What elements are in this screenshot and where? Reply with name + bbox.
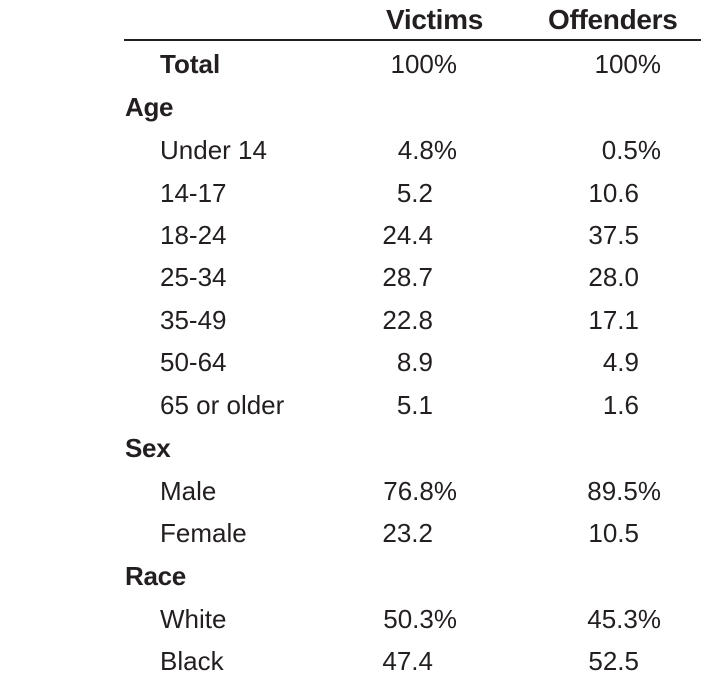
table-row: Female 23.2 10.5 [0,512,701,554]
table-row: 18-24 24.4 37.5 [0,214,701,256]
row-label: 18-24 [160,220,227,250]
victims-value: 4.8% [397,135,457,165]
table-row: 50-64 8.9 4.9 [0,341,701,383]
row-label: 65 or older [160,390,285,420]
offenders-value: 17.1 [588,305,639,335]
offenders-value: 10.6 [588,178,639,208]
table-row-total: Total 100% 100% [0,43,701,85]
table-row: Black 47.4 52.5 [0,640,701,682]
section-heading-sex: Sex [0,427,701,469]
victims-value: 100% [390,49,458,79]
table-row: 14-17 5.2 10.6 [0,172,701,214]
table-row: 65 or older 5.1 1.6 [0,384,701,426]
victims-value: 50.3% [383,604,457,634]
section-heading-age: Age [0,86,701,128]
section-label: Age [125,92,174,122]
victims-value: 28.7 [382,262,433,292]
offenders-value: 0.5% [601,135,661,165]
row-label: 50-64 [160,347,227,377]
offenders-value: 4.9 [602,347,639,377]
table-row: White 50.3% 45.3% [0,598,701,640]
victims-value: 22.8 [382,305,433,335]
table-row: 35-49 22.8 17.1 [0,299,701,341]
offenders-value: 52.5 [588,646,639,676]
victims-value: 23.2 [382,518,433,548]
victims-value: 5.2 [396,178,433,208]
victims-value: 76.8% [383,476,457,506]
header-divider [124,39,701,41]
row-label: 35-49 [160,305,227,335]
victims-value: 47.4 [382,646,433,676]
offenders-column-header: Offenders [548,4,678,35]
row-label: Male [160,476,217,506]
table-row: 25-34 28.7 28.0 [0,256,701,298]
offenders-value: 100% [594,49,662,79]
row-label: White [160,604,227,634]
offenders-value: 28.0 [588,262,639,292]
offenders-value: 10.5 [588,518,639,548]
row-label: Total [160,49,221,79]
table-row: Under 14 4.8% 0.5% [0,129,701,171]
row-label: Under 14 [160,135,267,165]
table-row: Male 76.8% 89.5% [0,470,701,512]
offenders-value: 89.5% [587,476,661,506]
victims-value: 8.9 [396,347,433,377]
victims-column-header: Victims [386,4,483,35]
section-label: Race [125,561,186,591]
row-label: Female [160,518,247,548]
row-label: 25-34 [160,262,227,292]
section-label: Sex [125,433,171,463]
row-label: 14-17 [160,178,227,208]
victims-value: 5.1 [396,390,433,420]
section-heading-race: Race [0,555,701,597]
row-label: Black [160,646,224,676]
offenders-value: 45.3% [587,604,661,634]
offenders-value: 1.6 [602,390,639,420]
victims-value: 24.4 [382,220,433,250]
offenders-value: 37.5 [588,220,639,250]
